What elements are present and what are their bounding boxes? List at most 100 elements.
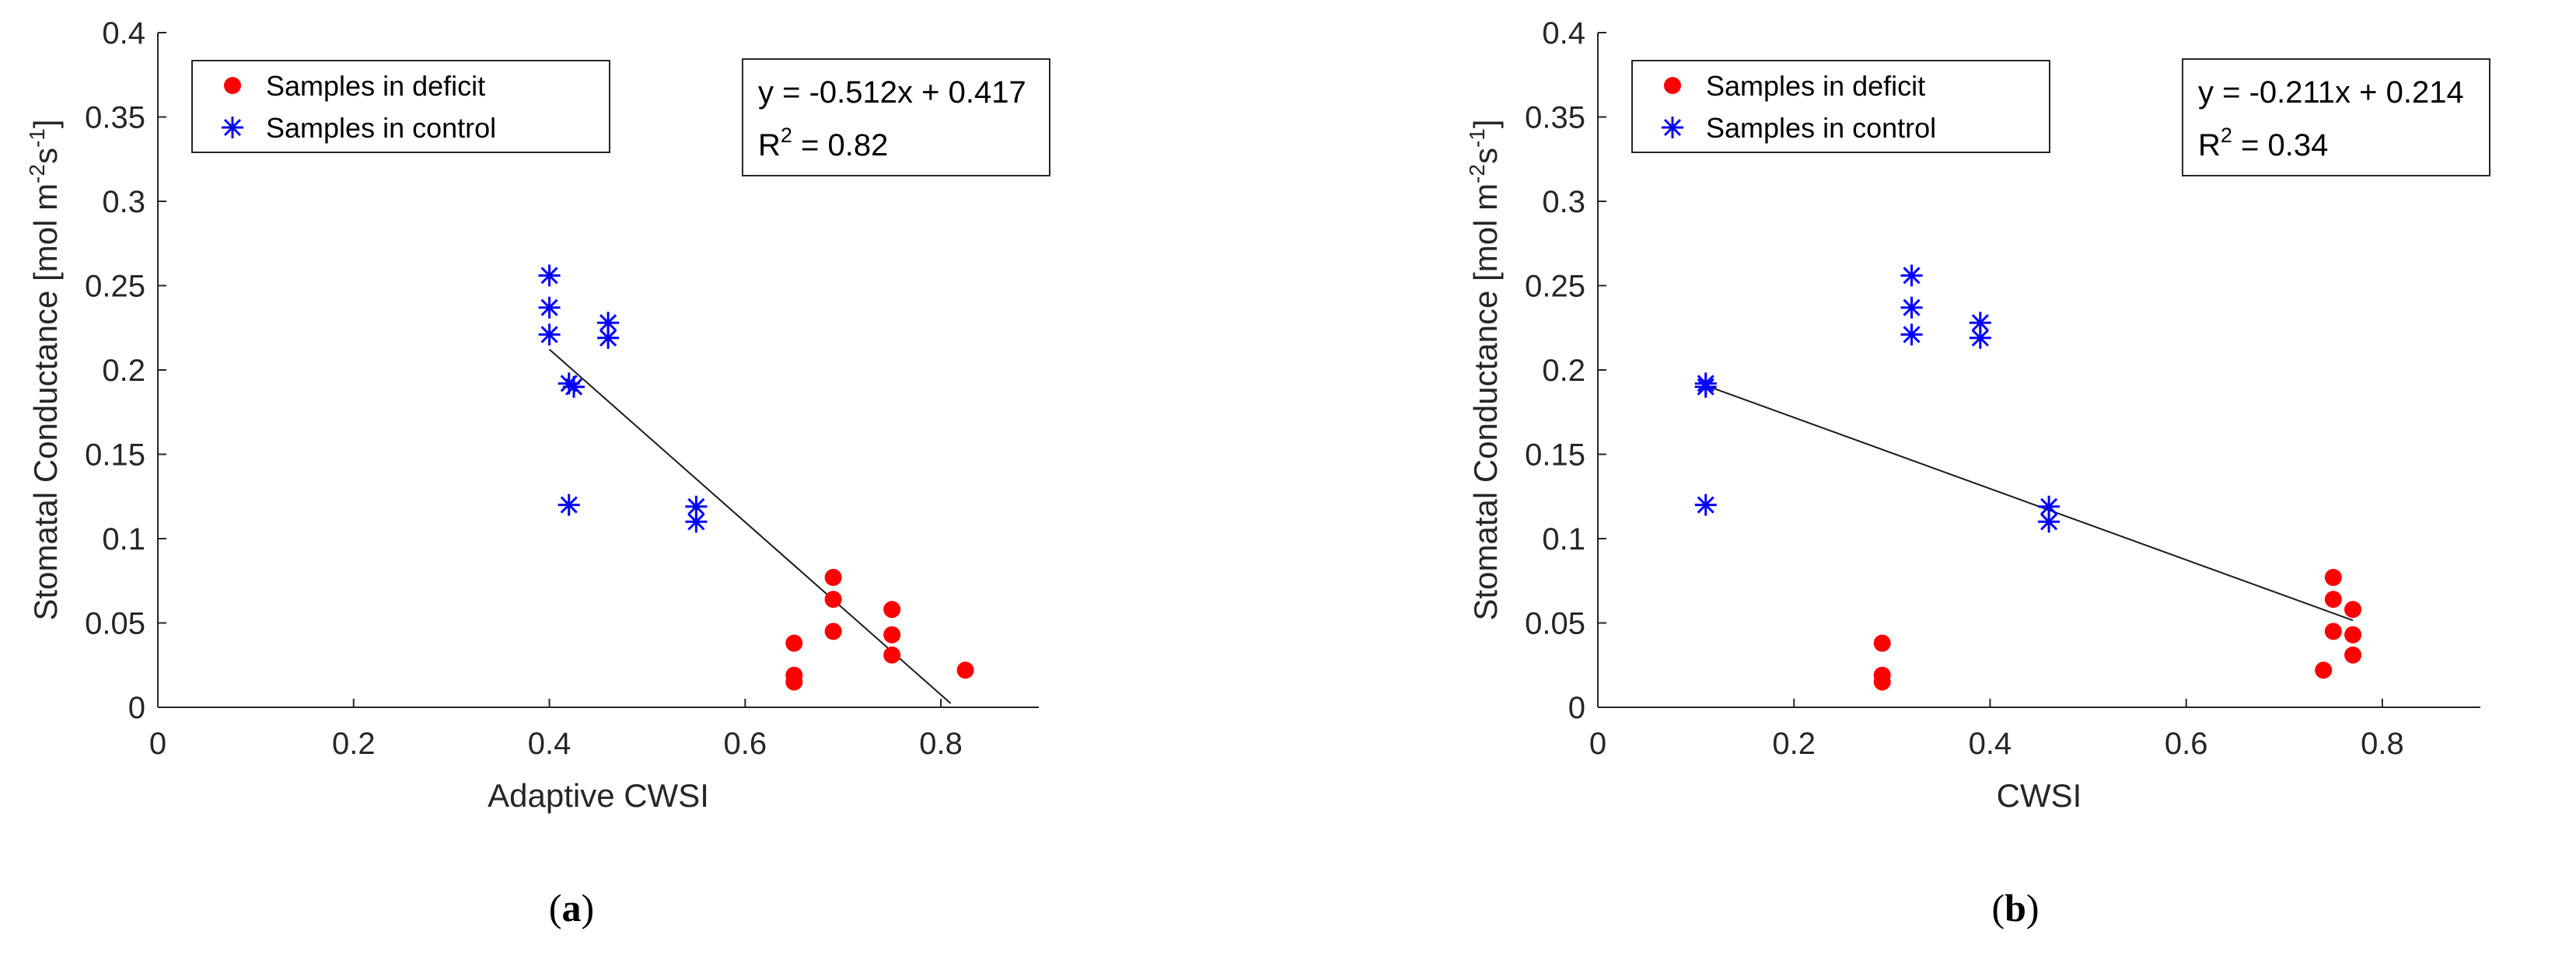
control-point: [538, 264, 561, 287]
deficit-point: [2324, 568, 2342, 586]
chart-panel-b: 0 0.05 0.1 0.15 0.2 0.25 0.3 0.35 0.4 0 0.2 0.4 0.6 0…: [1465, 16, 2490, 930]
y-tick-label: 0.1: [102, 522, 145, 557]
y-tick-label: 0.4: [1542, 16, 1585, 51]
asterisk-stroke: [2040, 513, 2058, 531]
y-tick-label: 0.3: [102, 185, 145, 219]
panel-caption: (a): [549, 886, 594, 930]
y-tick-label: 0.15: [1525, 438, 1585, 473]
asterisk-stroke: [1971, 329, 1989, 347]
x-axis-label: Adaptive CWSI: [488, 777, 709, 814]
x-tick-label: 0.6: [2165, 727, 2208, 761]
y-tick-label: 0.25: [1525, 270, 1585, 304]
deficit-point: [824, 591, 842, 609]
control-point: [1694, 494, 1717, 516]
panel-caption: (b): [1991, 886, 2039, 930]
y-tick-label: 0.25: [85, 270, 145, 304]
asterisk-stroke: [1903, 267, 1921, 284]
x-tick-label: 0.2: [332, 727, 376, 761]
legend-box: [191, 60, 610, 153]
control-point: [538, 296, 561, 319]
control-point: [1900, 264, 1923, 287]
asterisk-stroke: [1697, 496, 1714, 514]
deficit-point: [883, 601, 901, 619]
legend-box: [1631, 60, 2050, 153]
legend-marker: [224, 77, 241, 94]
y-axis-label: Stomatal Conductance [mol m-2s-1]: [1465, 119, 1504, 620]
asterisk-stroke: [687, 513, 705, 531]
r-squared: R2 = 0.82: [758, 124, 888, 162]
control-point: [557, 494, 580, 516]
deficit-point: [2344, 646, 2362, 664]
regression-line: [1705, 385, 2354, 622]
asterisk-stroke: [540, 326, 558, 344]
control-point: [2038, 495, 2060, 518]
control-point: [1900, 323, 1923, 346]
legend-label: Samples in deficit: [266, 70, 485, 102]
deficit-point: [1873, 634, 1891, 652]
deficit-point: [785, 634, 803, 652]
y-tick-label: 0.35: [85, 101, 145, 135]
y-tick-label: 0.4: [102, 16, 145, 51]
asterisk-stroke: [223, 118, 242, 137]
asterisk-stroke: [1663, 118, 1682, 137]
chart-panel-a: 0 0.05 0.1 0.15 0.2 0.25 0.3 0.35 0.4 0 0.2 0.4 0.6 0…: [25, 16, 1050, 930]
y-tick-label: 0: [128, 691, 145, 725]
control-point: [2038, 511, 2060, 533]
legend-label: Samples in control: [266, 112, 496, 144]
fit-equation: y = -0.211x + 0.214: [2198, 75, 2464, 110]
legend-label: Samples in deficit: [1706, 70, 1925, 102]
asterisk-stroke: [564, 378, 583, 396]
x-tick-label: 0.2: [1772, 727, 1816, 761]
deficit-point: [785, 673, 803, 691]
control-point: [1900, 296, 1923, 319]
asterisk-stroke: [1903, 298, 1921, 316]
x-axis-label: CWSI: [1997, 777, 2082, 814]
annotation-box: [742, 58, 1050, 176]
deficit-point: [824, 568, 842, 586]
r-squared: R2 = 0.34: [2198, 124, 2328, 162]
fit-equation: y = -0.512x + 0.417: [758, 75, 1026, 110]
y-tick-label: 0: [1568, 691, 1585, 725]
deficit-point: [883, 646, 901, 664]
asterisk-stroke: [599, 314, 617, 332]
asterisk-stroke: [540, 267, 558, 284]
deficit-point: [883, 626, 901, 644]
legend-marker: [222, 117, 243, 138]
y-tick-label: 0.3: [1542, 185, 1585, 219]
control-point: [597, 326, 620, 349]
legend-marker: [1662, 117, 1683, 138]
regression-line: [548, 348, 952, 704]
y-tick-label: 0.05: [1525, 607, 1585, 641]
x-tick-label: 0.8: [919, 727, 963, 761]
x-tick-label: 0: [149, 727, 166, 761]
asterisk-stroke: [1971, 314, 1989, 332]
deficit-point: [2324, 591, 2342, 609]
annotation-box: [2182, 58, 2490, 176]
deficit-point: [824, 623, 842, 640]
asterisk-stroke: [1697, 378, 1714, 396]
deficit-point: [956, 661, 974, 679]
legend-label: Samples in control: [1706, 112, 1936, 144]
deficit-point: [2344, 626, 2362, 644]
deficit-point: [2344, 601, 2362, 619]
control-point: [1694, 375, 1717, 398]
deficit-point: [1873, 673, 1891, 691]
control-point: [1969, 326, 1991, 349]
y-tick-label: 0.1: [1542, 522, 1585, 557]
deficit-point: [2324, 623, 2342, 640]
x-tick-label: 0.8: [2361, 727, 2404, 761]
y-axis-label: Stomatal Conductance [mol m-2s-1]: [25, 119, 64, 620]
x-tick-label: 0.4: [528, 727, 571, 761]
deficit-point: [2315, 661, 2333, 679]
y-tick-label: 0.15: [85, 438, 145, 473]
control-point: [538, 323, 561, 346]
asterisk-stroke: [599, 329, 617, 347]
asterisk-stroke: [2040, 497, 2058, 515]
y-tick-label: 0.05: [85, 607, 145, 641]
control-point: [685, 511, 708, 533]
legend-marker: [1664, 77, 1681, 94]
y-tick-label: 0.2: [1542, 354, 1585, 388]
y-tick-label: 0.35: [1525, 101, 1585, 135]
x-tick-label: 0.6: [724, 727, 767, 761]
